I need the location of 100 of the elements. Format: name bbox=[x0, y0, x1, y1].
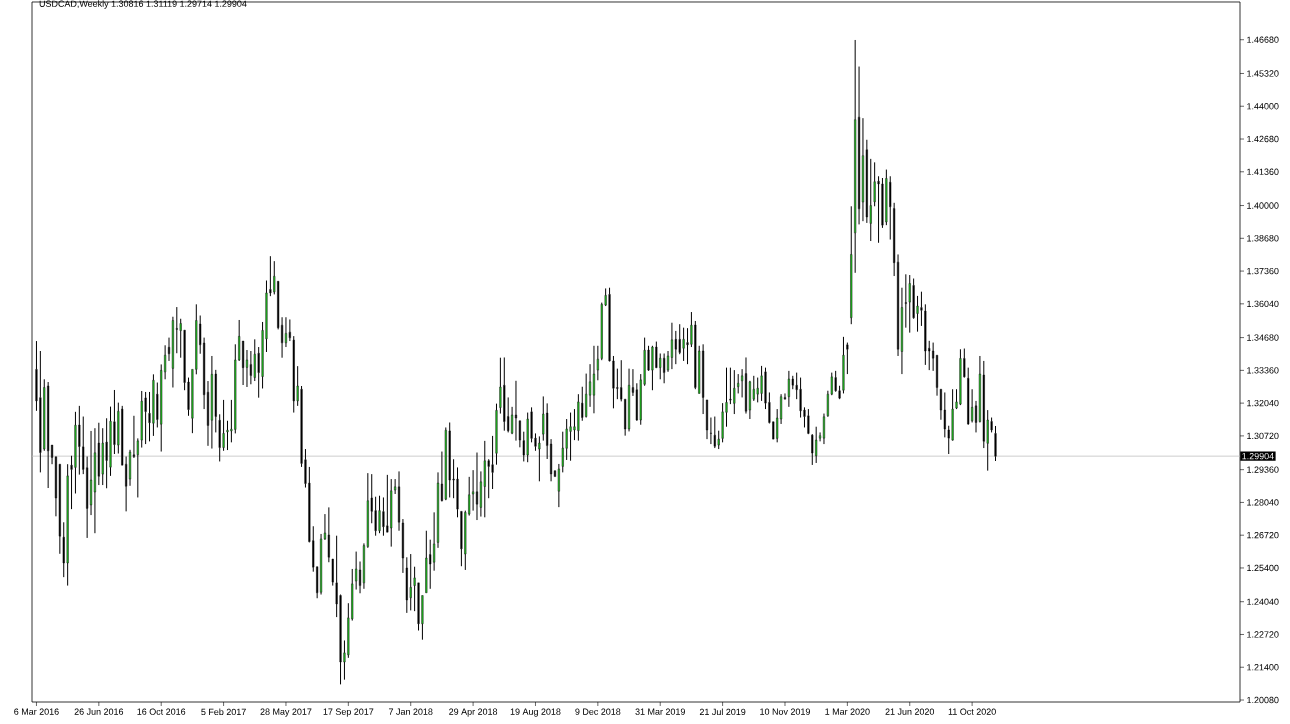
candlestick bbox=[78, 405, 81, 476]
candlestick bbox=[390, 478, 393, 548]
candlestick bbox=[881, 177, 884, 229]
candlestick bbox=[386, 474, 389, 533]
candlestick bbox=[128, 449, 132, 487]
candlestick bbox=[811, 434, 814, 466]
candlestick bbox=[900, 287, 903, 375]
candlestick bbox=[109, 406, 112, 477]
x-tick-label: 19 Aug 2018 bbox=[510, 708, 561, 717]
x-tick-label: 1 Mar 2020 bbox=[825, 708, 870, 715]
candlestick bbox=[877, 175, 880, 244]
candlestick bbox=[709, 417, 712, 445]
candlestick bbox=[39, 350, 42, 473]
candlestick bbox=[569, 412, 572, 462]
candlestick bbox=[959, 348, 962, 405]
candlestick bbox=[702, 343, 705, 415]
y-tick-label: 1.30720 bbox=[1247, 432, 1279, 440]
candlestick bbox=[487, 460, 490, 499]
candlestick bbox=[873, 161, 876, 207]
candlestick bbox=[982, 360, 985, 449]
candlestick bbox=[74, 411, 77, 494]
x-tick-label: 7 Jan 2018 bbox=[388, 708, 433, 715]
candlestick bbox=[105, 417, 108, 489]
candlestick bbox=[491, 435, 494, 490]
candlestick bbox=[210, 355, 213, 450]
candlestick bbox=[218, 413, 221, 462]
candlestick bbox=[756, 377, 759, 403]
y-tick-label: 1.20080 bbox=[1247, 696, 1279, 704]
x-tick-label: 17 Sep 2017 bbox=[323, 708, 374, 717]
candlestick bbox=[760, 365, 763, 402]
y-tick-label: 1.22720 bbox=[1247, 631, 1279, 638]
y-tick-label: 1.40000 bbox=[1247, 202, 1279, 209]
candlestick bbox=[943, 391, 946, 438]
candlestick bbox=[577, 393, 580, 442]
y-tick-label: 1.41360 bbox=[1247, 168, 1279, 175]
candlestick bbox=[495, 403, 498, 466]
candlestick bbox=[475, 452, 479, 521]
candlestick bbox=[253, 338, 256, 382]
candlestick bbox=[670, 322, 673, 370]
y-tick-label: 1.42680 bbox=[1247, 135, 1279, 143]
y-tick-label: 1.37360 bbox=[1247, 267, 1279, 275]
y-tick-label: 1.25400 bbox=[1247, 564, 1279, 572]
candlestick bbox=[721, 402, 724, 443]
candlestick bbox=[737, 373, 740, 394]
x-tick-label: 5 Feb 2017 bbox=[201, 708, 246, 716]
x-tick-label: 6 Mar 2016 bbox=[14, 708, 59, 715]
candlestick bbox=[226, 420, 229, 451]
candlestick bbox=[378, 495, 381, 534]
candlestick bbox=[526, 412, 529, 463]
candlestick bbox=[503, 356, 506, 432]
candlestick bbox=[327, 506, 330, 563]
x-tick-label: 21 Jul 2019 bbox=[699, 708, 746, 716]
candlestick bbox=[861, 117, 864, 222]
candlestick bbox=[951, 388, 954, 441]
y-tick-label: 1.44000 bbox=[1247, 103, 1279, 110]
candlestick bbox=[678, 323, 681, 355]
candlestick bbox=[663, 352, 666, 384]
candlestick bbox=[425, 530, 428, 594]
candlestick bbox=[448, 421, 451, 498]
candlestick bbox=[43, 378, 46, 452]
candlestick bbox=[967, 367, 970, 425]
candlestick bbox=[542, 395, 545, 442]
candlestick bbox=[47, 381, 50, 489]
candlestick bbox=[846, 342, 849, 375]
candlestick bbox=[815, 426, 818, 464]
candlestick bbox=[483, 440, 486, 518]
candlestick bbox=[171, 316, 174, 388]
x-tick-label: 21 Jun 2020 bbox=[885, 708, 935, 715]
candlestick bbox=[908, 274, 911, 334]
ref-line-label: 1.29904 bbox=[1242, 452, 1274, 460]
candlestick bbox=[460, 511, 463, 567]
x-tick-label: 9 Dec 2018 bbox=[575, 708, 621, 715]
candlestick bbox=[382, 496, 385, 537]
y-tick-label: 1.46680 bbox=[1247, 36, 1279, 43]
candlestick bbox=[456, 466, 459, 518]
candlestick bbox=[152, 373, 155, 437]
candlestick bbox=[538, 435, 541, 482]
x-tick-label: 31 Mar 2019 bbox=[635, 708, 685, 715]
candlestick bbox=[694, 320, 697, 390]
x-tick-label: 29 Apr 2018 bbox=[449, 708, 498, 717]
candlestick bbox=[628, 368, 631, 432]
candlestick bbox=[66, 463, 69, 587]
y-tick-label: 1.21400 bbox=[1247, 664, 1279, 671]
candlestick bbox=[850, 205, 853, 325]
candlestick bbox=[651, 346, 654, 391]
candlestick bbox=[249, 350, 252, 385]
candlestick bbox=[682, 327, 685, 362]
candlestick bbox=[885, 169, 888, 226]
candlestick bbox=[799, 377, 802, 419]
candlestick bbox=[924, 303, 927, 366]
candlestick bbox=[222, 399, 225, 452]
candlestick bbox=[90, 430, 93, 516]
x-tick-label: 16 Oct 2016 bbox=[137, 708, 186, 715]
candlestick bbox=[409, 553, 412, 611]
y-tick-label: 1.38680 bbox=[1247, 235, 1279, 242]
y-tick-label: 1.36040 bbox=[1247, 300, 1279, 308]
candlestick bbox=[242, 340, 245, 386]
x-tick-label: 11 Oct 2020 bbox=[948, 708, 996, 715]
candlestick bbox=[705, 399, 709, 440]
candlestick bbox=[592, 345, 595, 414]
